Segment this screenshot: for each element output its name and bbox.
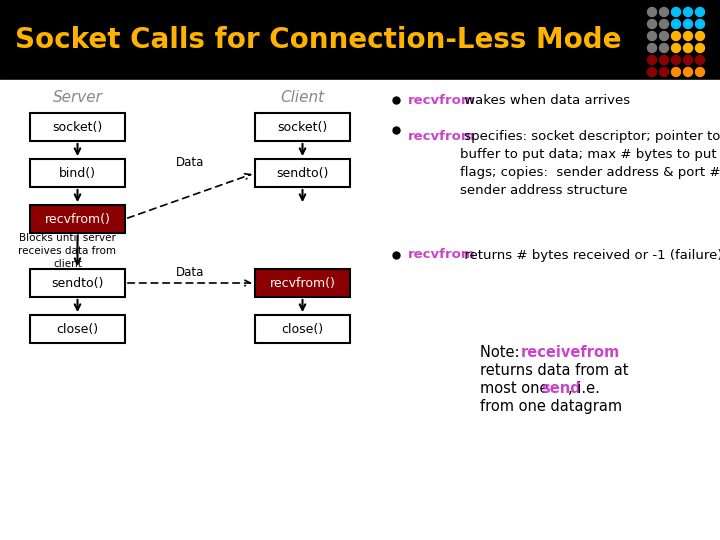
Text: bind(): bind() <box>59 166 96 179</box>
Text: from one datagram: from one datagram <box>480 399 622 414</box>
Text: close(): close() <box>56 322 99 335</box>
Text: Blocks until server
receives data from
client: Blocks until server receives data from c… <box>19 233 117 269</box>
Text: recvfrom: recvfrom <box>408 248 476 261</box>
Circle shape <box>660 31 668 40</box>
Circle shape <box>660 56 668 64</box>
Circle shape <box>683 56 693 64</box>
Text: most one: most one <box>480 381 553 396</box>
Circle shape <box>647 8 657 17</box>
Circle shape <box>683 31 693 40</box>
Circle shape <box>660 68 668 77</box>
Bar <box>255 113 350 141</box>
Text: Socket Calls for Connection-Less Mode: Socket Calls for Connection-Less Mode <box>15 26 621 54</box>
Circle shape <box>683 8 693 17</box>
Bar <box>30 159 125 187</box>
Circle shape <box>647 68 657 77</box>
Text: sendto(): sendto() <box>276 166 329 179</box>
Bar <box>255 315 350 343</box>
Circle shape <box>660 19 668 29</box>
Text: Data: Data <box>176 156 204 169</box>
Bar <box>30 113 125 141</box>
Bar <box>30 315 125 343</box>
Circle shape <box>647 44 657 52</box>
Text: returns # bytes received or -1 (failure): returns # bytes received or -1 (failure) <box>460 248 720 261</box>
Text: Server: Server <box>53 91 102 105</box>
Text: Data: Data <box>176 266 204 279</box>
Circle shape <box>672 19 680 29</box>
Text: wakes when data arrives: wakes when data arrives <box>460 93 630 106</box>
Circle shape <box>660 44 668 52</box>
Circle shape <box>683 44 693 52</box>
Text: returns data from at: returns data from at <box>480 363 629 378</box>
Text: send: send <box>541 381 581 396</box>
Circle shape <box>696 68 704 77</box>
Text: close(): close() <box>282 322 323 335</box>
Circle shape <box>647 31 657 40</box>
Circle shape <box>647 19 657 29</box>
Bar <box>30 205 125 233</box>
Bar <box>30 269 125 297</box>
Circle shape <box>696 8 704 17</box>
Text: receivefrom: receivefrom <box>521 345 620 360</box>
Circle shape <box>647 56 657 64</box>
Text: Client: Client <box>280 91 325 105</box>
Bar <box>255 159 350 187</box>
Circle shape <box>696 31 704 40</box>
Text: socket(): socket() <box>53 120 103 133</box>
Text: specifies: socket descriptor; pointer to a
buffer to put data; max # bytes to pu: specifies: socket descriptor; pointer to… <box>460 130 720 197</box>
Circle shape <box>660 8 668 17</box>
Text: sendto(): sendto() <box>51 276 104 289</box>
Text: Note:: Note: <box>480 345 524 360</box>
Text: socket(): socket() <box>277 120 328 133</box>
Bar <box>0 0 720 80</box>
Text: , i.e.: , i.e. <box>568 381 600 396</box>
Circle shape <box>672 8 680 17</box>
Text: recvfrom: recvfrom <box>408 130 476 143</box>
Circle shape <box>672 44 680 52</box>
Text: recvfrom(): recvfrom() <box>269 276 336 289</box>
Circle shape <box>683 68 693 77</box>
Circle shape <box>696 19 704 29</box>
Bar <box>0 80 720 540</box>
Text: recvfrom(): recvfrom() <box>45 213 110 226</box>
Circle shape <box>696 44 704 52</box>
Circle shape <box>696 56 704 64</box>
Circle shape <box>672 31 680 40</box>
Circle shape <box>672 68 680 77</box>
Circle shape <box>672 56 680 64</box>
Circle shape <box>683 19 693 29</box>
Text: recvfrom: recvfrom <box>408 93 476 106</box>
Bar <box>255 269 350 297</box>
